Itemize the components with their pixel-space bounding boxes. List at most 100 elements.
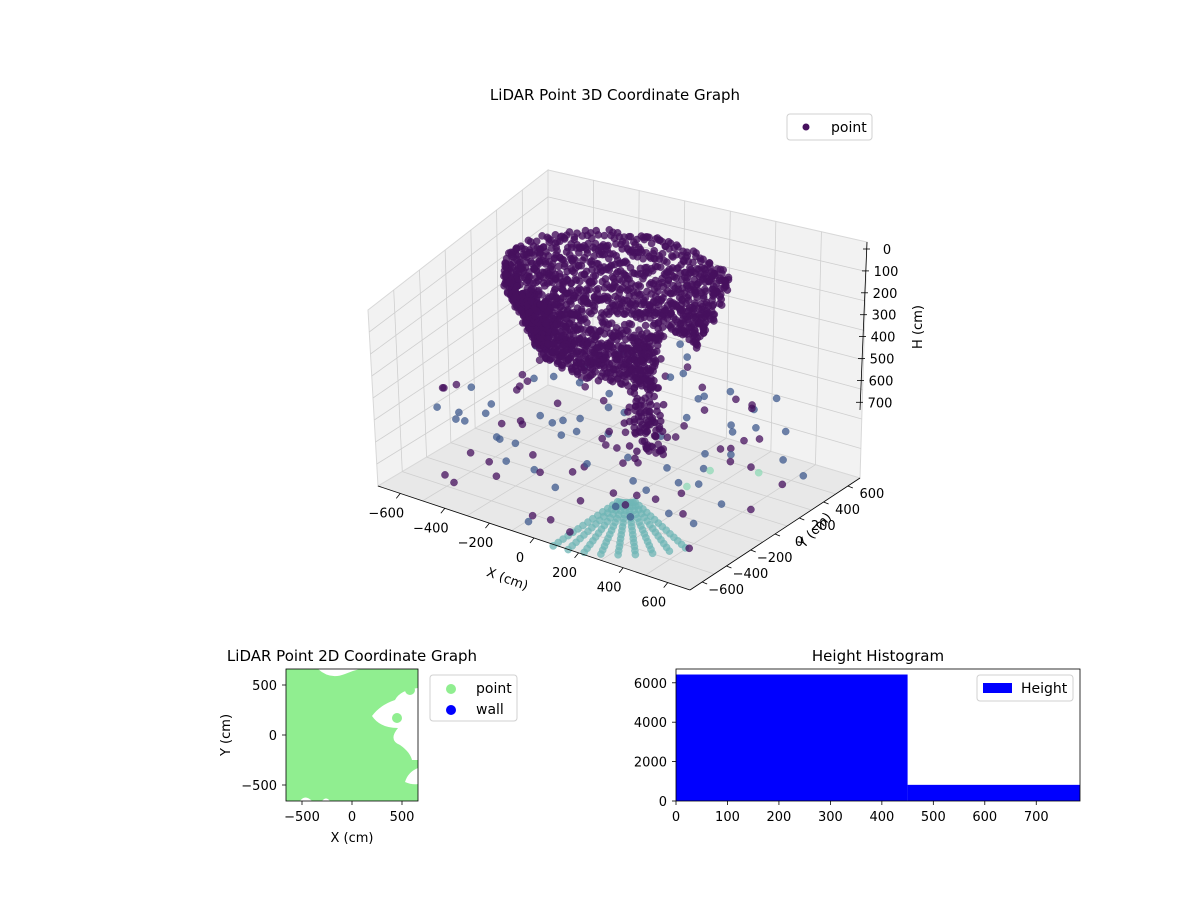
- z-tick-label: 100: [874, 265, 899, 280]
- legend-height-label: Height: [1021, 681, 1068, 697]
- z-tick-label: 600: [869, 374, 894, 389]
- data-point: [592, 286, 601, 294]
- data-point: [645, 390, 653, 399]
- legend-height-swatch: [983, 683, 1012, 693]
- x-tick-mark: [485, 522, 490, 529]
- data-point: [740, 436, 748, 445]
- data-point: [779, 456, 787, 464]
- grid-line: [547, 196, 867, 272]
- data-point: [648, 549, 657, 558]
- data-point: [487, 400, 496, 408]
- data-point: [683, 353, 692, 361]
- z-tick-label: 400: [871, 331, 896, 346]
- data-point: [572, 427, 581, 436]
- data-point: [754, 468, 763, 477]
- y-tick-label: 200: [811, 519, 836, 534]
- data-point: [677, 489, 686, 498]
- data-point: [727, 421, 735, 429]
- grid-line: [511, 424, 682, 531]
- data-point: [664, 509, 673, 518]
- data-point: [653, 341, 662, 350]
- y-axis-label-2d: Y (cm): [219, 714, 234, 757]
- data-point: [631, 428, 639, 437]
- data-point: [698, 383, 707, 392]
- data-point: [485, 457, 494, 466]
- x-tick-label-hist: 700: [1024, 810, 1049, 825]
- data-point: [605, 427, 614, 436]
- y-tick-mark: [750, 549, 756, 553]
- data-point: [597, 550, 605, 558]
- data-point: [642, 486, 651, 495]
- data-point: [627, 320, 636, 329]
- data-point: [646, 420, 654, 429]
- data-point: [629, 477, 637, 485]
- data-point: [550, 303, 559, 312]
- z-tick-label: 0: [883, 243, 891, 258]
- x-tick-mark: [663, 582, 669, 588]
- data-point: [626, 387, 635, 396]
- y-tick-mark: [774, 533, 781, 537]
- data-point: [625, 442, 634, 450]
- data-point: [460, 417, 469, 425]
- legend-point-marker: [802, 123, 810, 131]
- data-point: [502, 457, 511, 465]
- data-point: [591, 245, 599, 253]
- data-point: [492, 433, 501, 441]
- data-point: [505, 277, 513, 286]
- data-point: [614, 550, 622, 559]
- data-point: [599, 396, 608, 405]
- data-point: [528, 511, 537, 520]
- data-point: [700, 406, 709, 414]
- data-point: [708, 289, 717, 297]
- y-tick-label: −200: [757, 551, 793, 566]
- grid-line: [369, 196, 549, 333]
- data-point: [560, 310, 569, 319]
- x-tick-mark: [395, 493, 401, 499]
- y-tick-mark: [726, 565, 732, 569]
- data-point: [636, 401, 645, 410]
- data-point: [700, 392, 709, 401]
- data-point: [689, 519, 698, 528]
- data-point: [562, 325, 570, 333]
- data-point: [799, 471, 808, 480]
- data-point: [626, 372, 634, 381]
- data-point: [651, 495, 660, 504]
- point-cluster: [405, 685, 415, 695]
- plot-3d-title: LiDAR Point 3D Coordinate Graph: [490, 86, 740, 104]
- data-point: [701, 449, 709, 458]
- data-point: [726, 387, 735, 396]
- data-point: [689, 247, 698, 256]
- x-tick-label-hist: 300: [818, 810, 843, 825]
- x-tick-label-2d: −500: [284, 810, 320, 825]
- histogram-ticks: 0 100 200 300 400 500 600 700 0 2000 4000 6000: [634, 677, 1049, 825]
- y-tick-label: 600: [859, 487, 884, 502]
- data-point: [647, 400, 655, 409]
- data-point: [715, 299, 724, 308]
- data-point: [655, 424, 664, 433]
- x-tick-label-hist: 500: [921, 810, 946, 825]
- data-point: [656, 417, 665, 426]
- data-point: [583, 459, 591, 468]
- y-tick-label-hist: 6000: [634, 677, 667, 692]
- data-point: [624, 355, 632, 364]
- data-point: [668, 252, 676, 260]
- data-point: [748, 404, 756, 413]
- x-tick-label-hist: 600: [972, 810, 997, 825]
- data-point: [530, 374, 538, 383]
- data-point: [665, 547, 674, 555]
- data-point: [569, 310, 578, 319]
- data-point: [605, 389, 614, 398]
- data-point: [640, 362, 649, 371]
- data-point: [657, 355, 665, 363]
- data-point: [598, 277, 607, 286]
- data-point: [586, 258, 594, 266]
- data-point: [497, 419, 506, 428]
- data-point: [573, 370, 582, 379]
- z-axis-label-3d: H (cm): [911, 305, 926, 349]
- data-point: [752, 423, 760, 432]
- x-tick-label: −600: [368, 506, 404, 521]
- data-point: [536, 411, 545, 420]
- x-ticks-3d: −600 −400 −200 0 200 400 600: [368, 493, 669, 611]
- data-point: [466, 448, 475, 457]
